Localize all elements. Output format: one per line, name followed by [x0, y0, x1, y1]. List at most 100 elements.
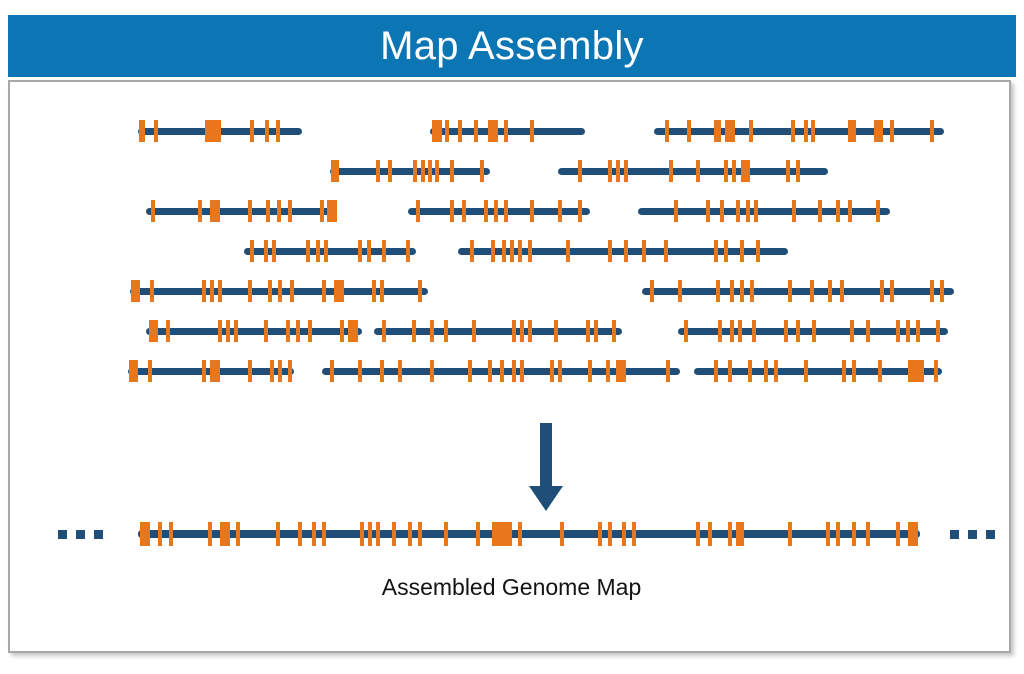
restriction-site-marker — [624, 160, 628, 182]
ellipsis-dot — [986, 530, 995, 539]
restriction-site-marker — [736, 200, 740, 222]
restriction-site-marker — [724, 240, 728, 262]
restriction-site-marker — [930, 280, 934, 302]
restriction-site-marker — [494, 200, 498, 222]
restriction-site-marker — [560, 522, 564, 546]
restriction-site-marker — [804, 360, 808, 382]
restriction-site-marker — [248, 280, 252, 302]
restriction-site-marker — [774, 360, 778, 382]
restriction-site-marker — [908, 522, 918, 546]
restriction-site-marker — [428, 160, 432, 182]
restriction-site-marker — [392, 522, 396, 546]
restriction-site-marker — [896, 522, 900, 546]
restriction-site-marker — [866, 522, 870, 546]
restriction-site-marker — [896, 320, 900, 342]
restriction-site-marker — [270, 360, 274, 382]
restriction-site-marker — [408, 522, 412, 546]
restriction-site-marker — [421, 160, 425, 182]
restriction-site-marker — [150, 280, 154, 302]
restriction-site-marker — [756, 240, 760, 262]
restriction-site-marker — [566, 240, 570, 262]
restriction-site-marker — [518, 240, 522, 262]
contig-line — [146, 207, 336, 215]
restriction-site-marker — [510, 240, 514, 262]
restriction-site-marker — [331, 160, 339, 182]
restriction-site-marker — [470, 240, 474, 262]
restriction-site-marker — [687, 120, 691, 142]
restriction-site-marker — [202, 360, 206, 382]
restriction-site-marker — [202, 280, 206, 302]
restriction-site-marker — [149, 320, 158, 342]
restriction-site-marker — [728, 360, 732, 382]
restriction-site-marker — [430, 320, 434, 342]
restriction-site-marker — [412, 320, 416, 342]
restriction-site-marker — [650, 280, 654, 302]
restriction-site-marker — [376, 160, 380, 182]
restriction-site-marker — [588, 360, 592, 382]
restriction-site-marker — [480, 160, 484, 182]
restriction-site-marker — [340, 320, 344, 342]
contig-line — [374, 327, 622, 335]
restriction-site-marker — [528, 320, 532, 342]
restriction-site-marker — [624, 240, 628, 262]
restriction-site-marker — [530, 120, 534, 142]
restriction-site-marker — [826, 522, 830, 546]
restriction-site-marker — [848, 120, 856, 142]
restriction-site-marker — [484, 200, 488, 222]
restriction-site-marker — [276, 120, 280, 142]
restriction-site-marker — [140, 522, 150, 546]
restriction-site-marker — [320, 200, 324, 222]
slide-title-bar: Map Assembly — [8, 15, 1016, 77]
contig-line — [322, 367, 562, 375]
restriction-site-marker — [714, 120, 721, 142]
restriction-site-marker — [530, 200, 534, 222]
restriction-site-marker — [312, 522, 316, 546]
restriction-site-marker — [444, 522, 448, 546]
contig-line — [558, 167, 828, 175]
restriction-site-marker — [512, 320, 516, 342]
restriction-site-marker — [322, 522, 326, 546]
ellipsis-right — [950, 530, 995, 539]
restriction-site-marker — [738, 320, 742, 342]
ellipsis-left — [58, 530, 103, 539]
restriction-site-marker — [476, 522, 480, 546]
restriction-site-marker — [250, 120, 254, 142]
restriction-site-marker — [504, 120, 508, 142]
restriction-site-marker — [504, 200, 508, 222]
restriction-site-marker — [520, 360, 524, 382]
restriction-site-marker — [878, 360, 882, 382]
contig-diagram — [10, 82, 1013, 655]
restriction-site-marker — [714, 240, 718, 262]
restriction-site-marker — [512, 360, 516, 382]
restriction-site-marker — [784, 320, 788, 342]
assembled-map-label: Assembled Genome Map — [381, 574, 642, 600]
restriction-site-marker — [450, 200, 454, 222]
restriction-site-marker — [684, 320, 688, 342]
restriction-site-marker — [266, 200, 270, 222]
restriction-site-marker — [818, 200, 822, 222]
ellipsis-dot — [94, 530, 103, 539]
restriction-site-marker — [890, 120, 894, 142]
restriction-site-marker — [491, 240, 495, 262]
restriction-site-marker — [296, 320, 300, 342]
assembled-genome-map — [10, 514, 1013, 554]
restriction-site-marker — [752, 320, 756, 342]
restriction-site-marker — [462, 200, 466, 222]
restriction-site-marker — [764, 360, 768, 382]
ellipsis-dot — [968, 530, 977, 539]
restriction-site-marker — [730, 280, 734, 302]
ellipsis-dot — [950, 530, 959, 539]
restriction-site-marker — [382, 320, 386, 342]
restriction-site-marker — [210, 200, 220, 222]
restriction-site-marker — [725, 120, 735, 142]
restriction-site-marker — [936, 320, 940, 342]
restriction-site-marker — [608, 522, 612, 546]
restriction-site-marker — [598, 522, 602, 546]
restriction-site-marker — [298, 522, 302, 546]
restriction-site-marker — [210, 280, 214, 302]
restriction-site-marker — [930, 120, 934, 142]
restriction-site-marker — [736, 522, 744, 546]
restriction-site-marker — [286, 320, 290, 342]
restriction-site-marker — [324, 240, 328, 262]
restriction-site-marker — [472, 320, 476, 342]
